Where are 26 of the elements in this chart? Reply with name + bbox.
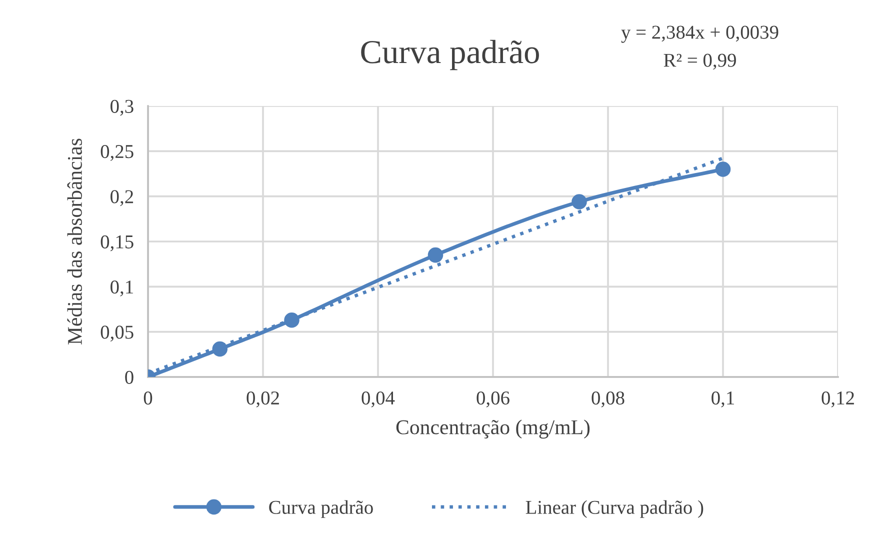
point bbox=[715, 162, 731, 177]
text: y = 2,384x + 0,0039 bbox=[621, 26, 778, 43]
point bbox=[572, 194, 587, 210]
text: R² = 0,99 bbox=[664, 54, 736, 70]
x-tick-label: 0,12 bbox=[822, 391, 854, 408]
chart-title: Curva padrão bbox=[361, 40, 539, 70]
x-tick-label: 0 bbox=[144, 391, 152, 405]
x-tick-label: 0,04 bbox=[362, 391, 395, 408]
y-tick-label: 0,2 bbox=[110, 190, 134, 206]
x-tick-label: 0,06 bbox=[476, 391, 510, 408]
y-tick-label: 0,1 bbox=[110, 280, 133, 296]
y-tick-label: 0,3 bbox=[110, 100, 134, 116]
x-tick-label: 0,08 bbox=[592, 391, 624, 408]
x-tick-label: 0,1 bbox=[712, 391, 734, 408]
point bbox=[284, 312, 300, 328]
x-tick-label: 0,02 bbox=[246, 391, 279, 408]
y-tick-label: 0 bbox=[125, 370, 134, 384]
x-axis-title: Concentração (mg/mL) bbox=[396, 420, 590, 439]
y-axis-title: Médias das absorbâncias bbox=[67, 138, 82, 344]
y-tick-label: 0,05 bbox=[100, 326, 134, 342]
legend-label: Linear (Curva padrão ) bbox=[526, 500, 704, 518]
y-tick-label: 0,25 bbox=[100, 144, 134, 161]
legend-label: Curva padrão bbox=[269, 500, 373, 518]
point bbox=[212, 341, 228, 357]
point bbox=[428, 247, 444, 263]
y-tick-label: 0,15 bbox=[100, 235, 134, 252]
